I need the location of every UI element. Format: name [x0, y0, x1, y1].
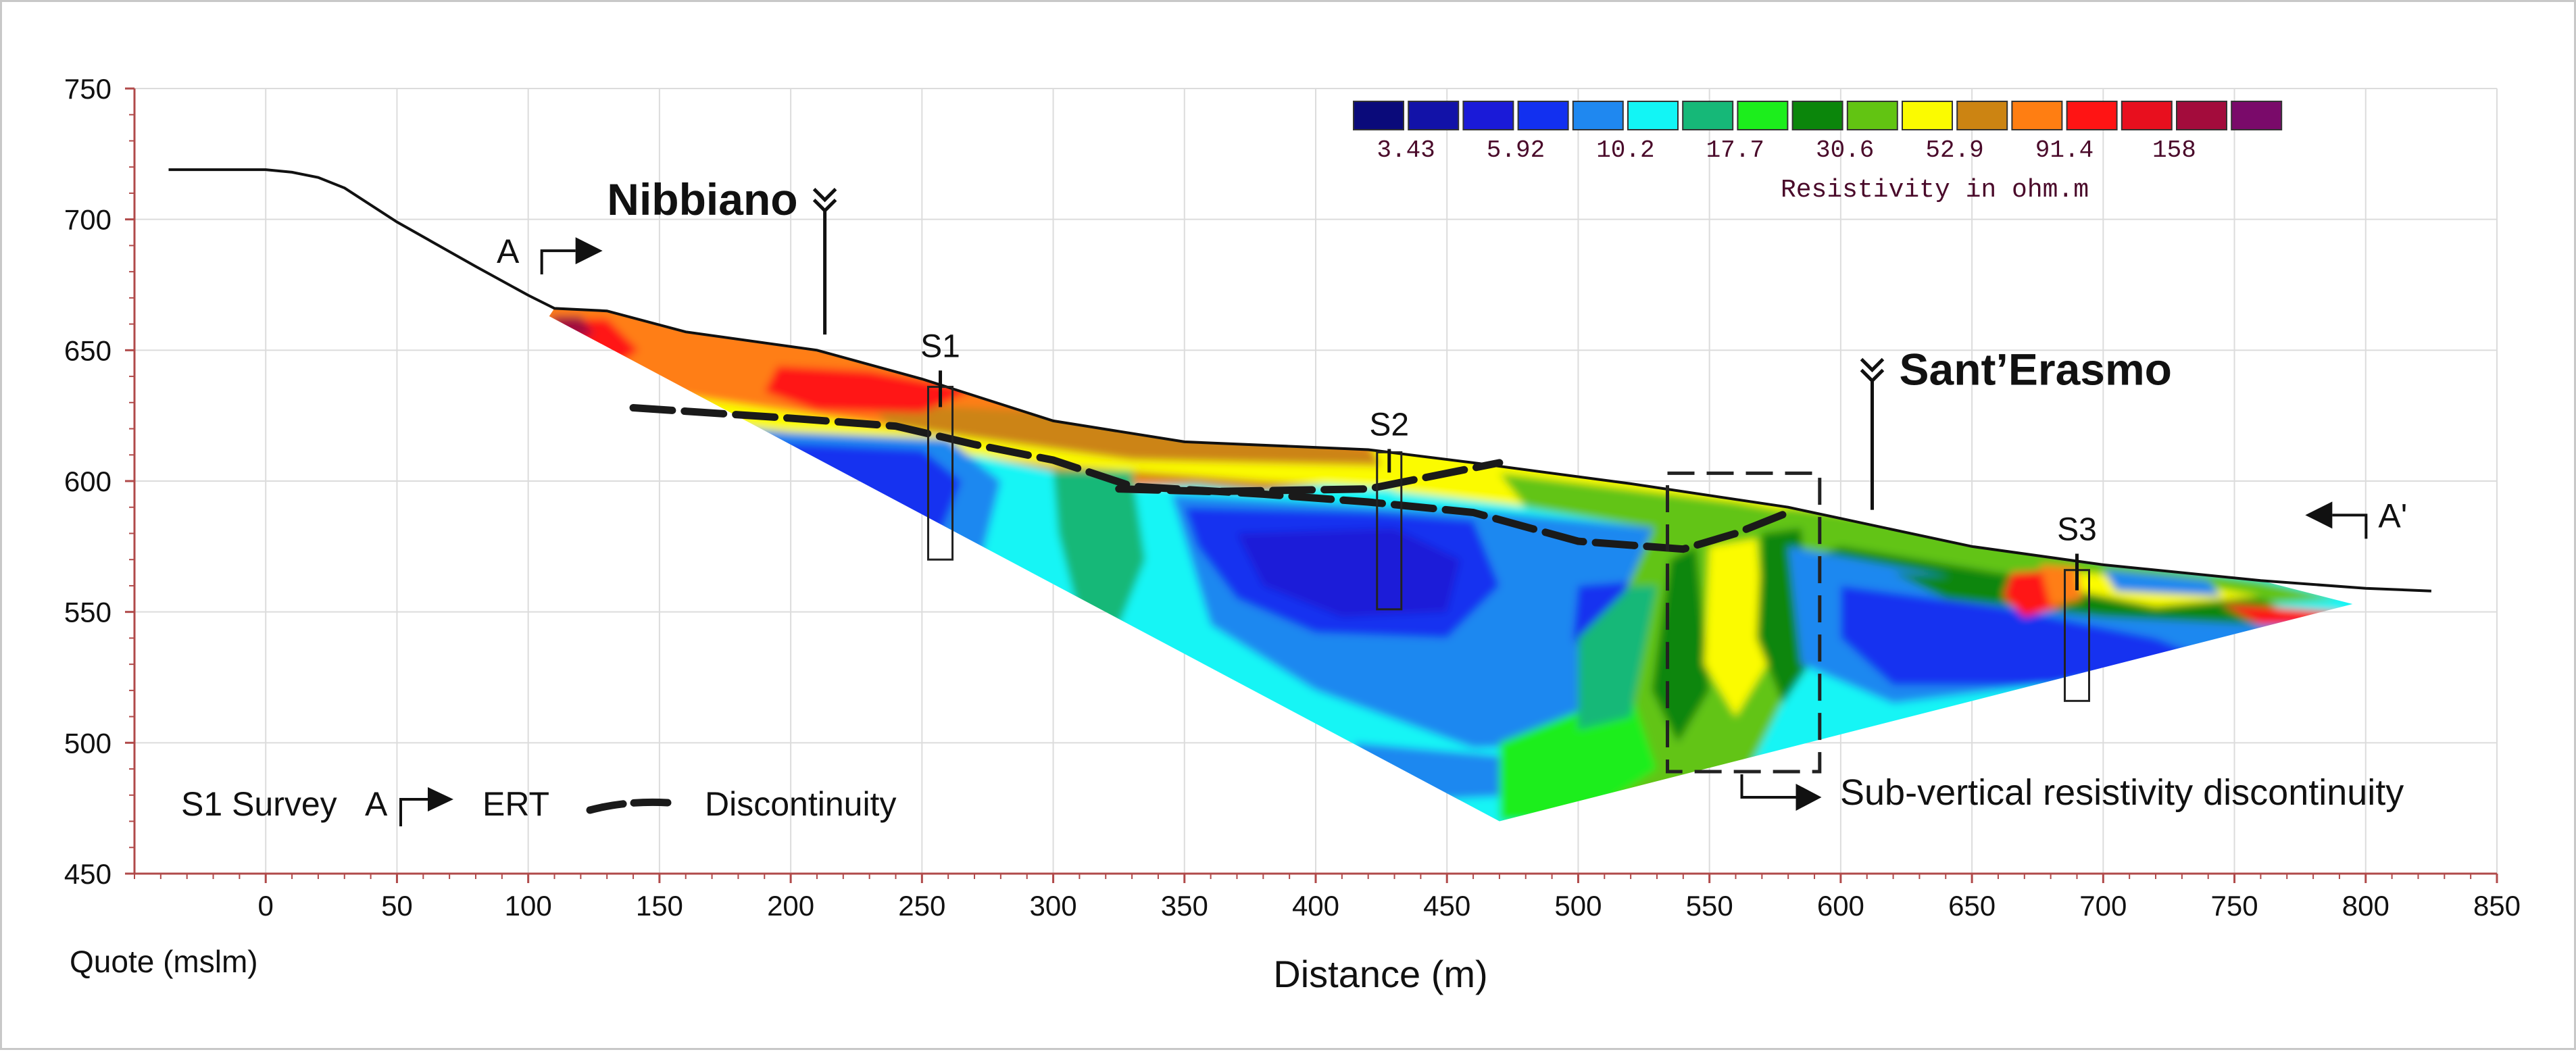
resistivity-zone — [1704, 538, 1768, 717]
legend-swatch — [1353, 101, 1404, 130]
site-chevron-icon — [1860, 368, 1885, 384]
x-tick-label: 750 — [2211, 890, 2258, 922]
legend-swatch — [1791, 101, 1843, 130]
resistivity-zone — [764, 366, 974, 414]
x-tick-label: 650 — [1948, 890, 1996, 922]
x-tick-label: 200 — [767, 890, 814, 922]
site-label: Nibbiano — [607, 174, 797, 224]
legend-swatch — [2066, 101, 2118, 130]
legend-swatch — [1846, 101, 1898, 130]
y-tick-label: 600 — [64, 466, 112, 497]
survey-label: S1 — [920, 328, 960, 364]
y-tick-label: 450 — [64, 858, 112, 890]
resistivity-zone — [1840, 585, 2208, 686]
legend-label: 5.92 — [1487, 136, 1545, 164]
legend-label: 30.6 — [1816, 136, 1874, 164]
legend-swatch — [2176, 101, 2227, 130]
legend-swatch — [1956, 101, 2008, 130]
x-tick-label: 550 — [1686, 890, 1733, 922]
x-tick-label: 400 — [1292, 890, 1339, 922]
survey-label: S3 — [2057, 511, 2097, 547]
legend-swatch — [1902, 101, 1953, 130]
x-tick-label: 100 — [505, 890, 552, 922]
legend-label: 10.2 — [1596, 136, 1654, 164]
section-mark-label: A — [497, 232, 520, 270]
survey-label: S2 — [1369, 407, 1409, 443]
resistivity-zone — [1053, 470, 1145, 625]
legend-label: 52.9 — [1925, 136, 1983, 164]
x-tick-label: 0 — [258, 890, 274, 922]
discontinuity-highlight-box — [1666, 471, 1822, 774]
legend-label: 158 — [2152, 136, 2196, 164]
legend-swatch — [2231, 101, 2283, 130]
x-tick-label: 450 — [1423, 890, 1470, 922]
legend-swatch — [1462, 101, 1514, 130]
legend-label: 3.43 — [1377, 136, 1435, 164]
section-mark-arrow-icon — [575, 237, 603, 265]
axes: 0 50 100 150 200 250 300 350 400 450 500 550 600 650 7… — [64, 73, 2521, 922]
y-tick-label: 750 — [64, 73, 112, 105]
y-tick-label: 700 — [64, 204, 112, 236]
discontinuity-line — [629, 404, 1792, 553]
resistivity-zone — [549, 316, 594, 340]
x-tick-label: 800 — [2342, 890, 2389, 922]
x-tick-label: 350 — [1161, 890, 1208, 922]
section-mark-line — [540, 249, 576, 275]
section-mark-arrow-icon — [2305, 501, 2333, 529]
legend-swatch — [1572, 101, 1624, 130]
site-chevron-icon — [812, 188, 837, 203]
legend-swatch — [1517, 101, 1569, 130]
key-discontinuity-sample — [586, 798, 682, 814]
legend-label: 91.4 — [2035, 136, 2094, 164]
legend-swatch — [1627, 101, 1679, 130]
site-chevron-icon — [812, 199, 837, 214]
resistivity-zone — [2040, 564, 2083, 607]
annotation-arrow-head — [1795, 783, 1822, 811]
resistivity-zone — [1499, 690, 1657, 822]
annotation-text: Sub-vertical resistivity discontinuity — [1840, 772, 2404, 813]
site-chevron-icon — [1860, 357, 1885, 373]
legend-swatch — [1682, 101, 1734, 130]
section-mark-line — [2332, 514, 2368, 539]
key-ert-arrow-icon — [428, 787, 453, 811]
y-axis-label: Quote (mslm) — [70, 944, 258, 979]
resistivity-zone — [1237, 528, 1460, 618]
key-ert-letter: A — [365, 785, 388, 823]
x-tick-label: 850 — [2473, 890, 2521, 922]
key-survey-label: S1 Survey — [181, 785, 337, 823]
legend-swatch — [1408, 101, 1460, 130]
x-tick-label: 250 — [898, 890, 945, 922]
y-tick-label: 500 — [64, 727, 112, 759]
site-label: Sant’Erasmo — [1900, 345, 2172, 395]
key-ert-line — [399, 798, 428, 826]
x-tick-label: 600 — [1817, 890, 1864, 922]
topography-line — [168, 168, 2431, 593]
legend-title: Resistivity in ohm.m — [1781, 176, 2089, 205]
key-ert-label: ERT — [482, 785, 549, 823]
annotation-arrow-line — [1740, 774, 1796, 799]
key-discontinuity-label: Discontinuity — [705, 785, 896, 823]
resistivity-zone — [2103, 570, 2222, 597]
legend-label: 17.7 — [1706, 136, 1764, 164]
x-tick-label: 50 — [381, 890, 413, 922]
resistivity-zone — [1578, 585, 1657, 730]
x-tick-label: 300 — [1030, 890, 1077, 922]
x-tick-label: 500 — [1554, 890, 1602, 922]
legend-swatch — [2121, 101, 2173, 130]
legend-swatch — [1737, 101, 1789, 130]
overlays: S1 S2 S3 Nibbiano Sant’Erasmo A A' — [168, 168, 2431, 826]
x-tick-label: 700 — [2079, 890, 2127, 922]
discontinuity-line-short — [1115, 459, 1504, 496]
y-tick-label: 650 — [64, 334, 112, 366]
resistivity-legend: 3.43 5.92 10.2 17.7 30.6 52.9 91.4 158 — [1353, 101, 2283, 164]
x-tick-label: 150 — [636, 890, 683, 922]
section-mark-label: A' — [2378, 497, 2407, 534]
x-axis-label: Distance (m) — [1273, 953, 1487, 995]
legend-swatch — [2011, 101, 2063, 130]
y-tick-label: 550 — [64, 597, 112, 628]
